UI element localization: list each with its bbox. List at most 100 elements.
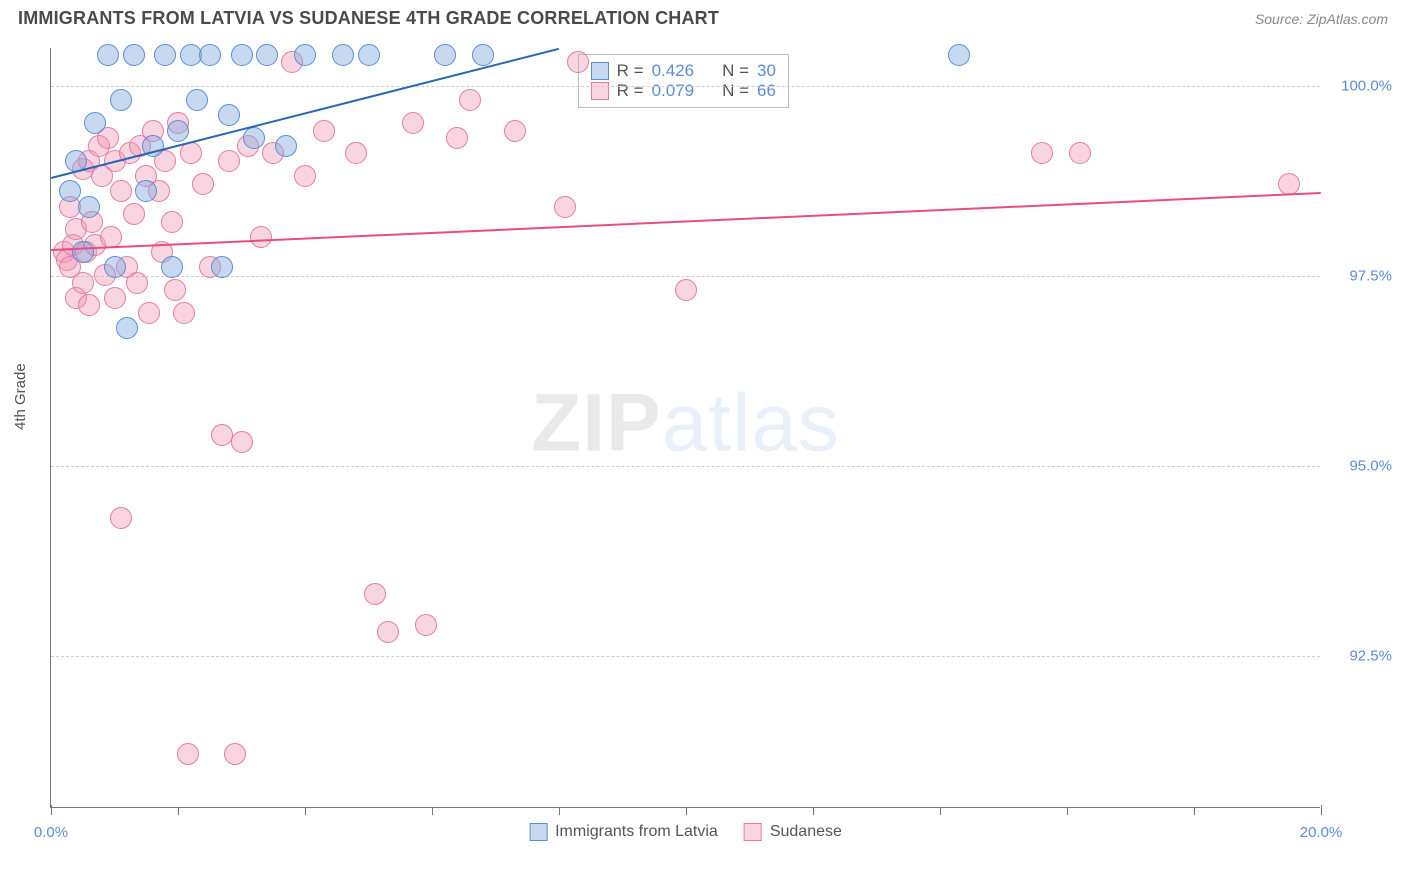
r-value-sudanese: 0.079 [652,81,695,101]
x-tick [1194,807,1195,815]
data-point [173,302,195,324]
data-point [123,203,145,225]
data-point [110,89,132,111]
data-point [180,142,202,164]
swatch-sudanese-icon [744,823,762,841]
y-tick-label: 97.5% [1349,268,1392,285]
data-point [377,621,399,643]
data-point [1278,173,1300,195]
data-point [294,165,316,187]
data-point [78,294,100,316]
gridline [51,466,1320,467]
data-point [294,44,316,66]
y-tick-label: 95.0% [1349,458,1392,475]
data-point [72,272,94,294]
data-point [211,256,233,278]
data-point [224,743,246,765]
gridline [51,86,1320,87]
data-point [567,51,589,73]
source-attribution: Source: ZipAtlas.com [1255,11,1388,27]
data-point [116,317,138,339]
trend-line [51,48,559,179]
data-point [218,150,240,172]
data-point [1031,142,1053,164]
data-point [164,279,186,301]
data-point [161,211,183,233]
x-tick [178,807,179,815]
x-tick [432,807,433,815]
data-point [459,89,481,111]
trend-line [51,192,1321,251]
data-point [275,135,297,157]
x-tick [813,807,814,815]
x-tick [305,807,306,815]
data-point [358,44,380,66]
data-point [104,256,126,278]
data-point [243,127,265,149]
data-point [332,44,354,66]
legend-item-latvia: Immigrants from Latvia [529,823,718,841]
data-point [161,256,183,278]
swatch-sudanese [591,82,609,100]
correlation-legend: R = 0.426 N = 30 R = 0.079 N = 66 [578,54,789,108]
data-point [154,44,176,66]
n-value-latvia: 30 [757,61,776,81]
data-point [675,279,697,301]
swatch-latvia [591,62,609,80]
y-tick-label: 100.0% [1341,78,1392,95]
data-point [231,431,253,453]
watermark: ZIPatlas [531,376,840,470]
data-point [123,44,145,66]
gridline [51,656,1320,657]
x-tick [51,805,52,815]
data-point [110,180,132,202]
x-tick-label: 0.0% [34,824,68,841]
data-point [110,507,132,529]
gridline [51,276,1320,277]
data-point [192,173,214,195]
x-tick [559,807,560,815]
data-point [313,120,335,142]
data-point [250,226,272,248]
data-point [504,120,526,142]
data-point [948,44,970,66]
scatter-chart: ZIPatlas R = 0.426 N = 30 R = 0.079 N = … [50,48,1320,808]
data-point [100,226,122,248]
x-tick-label: 20.0% [1300,824,1343,841]
legend-row-sudanese: R = 0.079 N = 66 [591,81,776,101]
legend-row-latvia: R = 0.426 N = 30 [591,61,776,81]
data-point [231,44,253,66]
data-point [126,272,148,294]
data-point [446,127,468,149]
data-point [78,196,100,218]
data-point [415,614,437,636]
legend-item-sudanese: Sudanese [744,823,842,841]
data-point [218,104,240,126]
data-point [199,44,221,66]
data-point [84,112,106,134]
data-point [177,743,199,765]
r-value-latvia: 0.426 [652,61,695,81]
y-axis-label: 4th Grade [12,363,29,430]
data-point [554,196,576,218]
data-point [402,112,424,134]
data-point [138,302,160,324]
x-tick [686,807,687,815]
data-point [72,241,94,263]
data-point [364,583,386,605]
data-point [472,44,494,66]
data-point [434,44,456,66]
data-point [1069,142,1091,164]
series-legend: Immigrants from Latvia Sudanese [529,823,842,841]
data-point [59,180,81,202]
data-point [345,142,367,164]
swatch-latvia-icon [529,823,547,841]
chart-title: IMMIGRANTS FROM LATVIA VS SUDANESE 4TH G… [18,8,719,29]
x-tick [940,807,941,815]
y-tick-label: 92.5% [1349,648,1392,665]
data-point [135,180,157,202]
x-tick [1067,807,1068,815]
data-point [97,44,119,66]
data-point [167,120,189,142]
n-value-sudanese: 66 [757,81,776,101]
